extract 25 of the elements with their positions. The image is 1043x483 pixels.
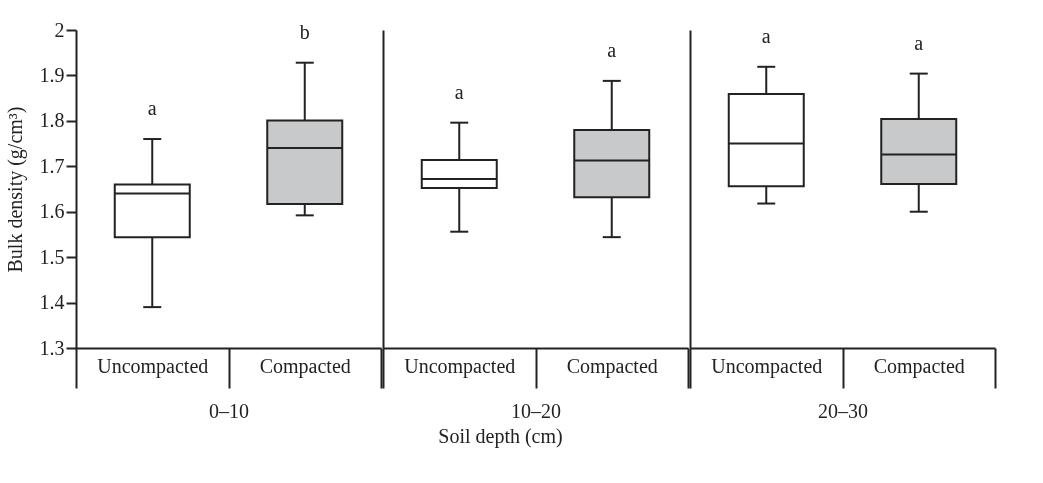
- legend-label: Compacted: [259, 354, 351, 378]
- text: Compacted: [566, 354, 658, 377]
- y-tick-label: 1.4: [39, 291, 65, 314]
- x-axis-title: Soil depth (cm): [438, 425, 563, 448]
- y-tick-label: 1.3: [39, 336, 65, 359]
- y-tick-label: 2: [54, 18, 65, 41]
- y-tick-label: 1.6: [39, 200, 65, 223]
- y-axis-title: Bulk density (g/cm³): [3, 106, 27, 273]
- text: Uncompacted: [404, 354, 516, 377]
- annotation: b: [299, 20, 310, 43]
- text: Uncompacted: [711, 354, 823, 377]
- y-tick-label: 1.7: [39, 154, 65, 177]
- x-tick-label: 10–20: [511, 399, 561, 422]
- y-tick-label: 1.9: [39, 63, 65, 86]
- legend-label: Uncompacted: [97, 354, 209, 378]
- y-tick-label: 1.5: [39, 245, 65, 268]
- x-tick-label: 0–10: [209, 399, 249, 422]
- annotation: a: [761, 24, 771, 47]
- annotation: a: [147, 97, 157, 120]
- annotation: a: [914, 31, 924, 54]
- y-tick-label: 1.8: [39, 109, 65, 132]
- text: Compacted: [873, 354, 965, 377]
- annotation: a: [454, 80, 464, 103]
- x-tick-label: 20–30: [818, 399, 868, 422]
- annotation: a: [607, 38, 617, 61]
